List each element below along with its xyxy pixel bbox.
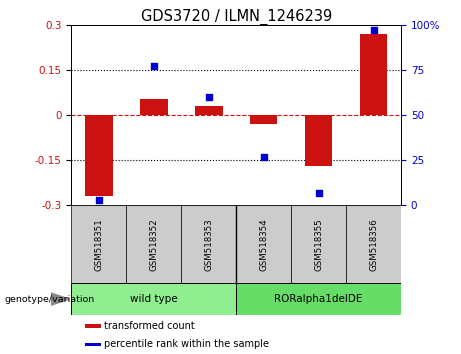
Text: GSM518356: GSM518356 bbox=[369, 218, 378, 271]
Text: GSM518354: GSM518354 bbox=[259, 218, 268, 271]
Text: genotype/variation: genotype/variation bbox=[5, 295, 95, 304]
Text: wild type: wild type bbox=[130, 294, 177, 304]
Point bbox=[370, 27, 377, 33]
Bar bbox=[126, 205, 181, 283]
Text: transformed count: transformed count bbox=[104, 321, 195, 331]
Bar bbox=[236, 283, 401, 315]
Bar bbox=[346, 205, 401, 283]
Bar bbox=[195, 106, 223, 115]
Bar bbox=[85, 343, 101, 346]
Text: RORalpha1delDE: RORalpha1delDE bbox=[274, 294, 363, 304]
Text: GSM518353: GSM518353 bbox=[204, 218, 213, 271]
Bar bbox=[71, 205, 126, 283]
Bar bbox=[360, 34, 387, 115]
Bar bbox=[85, 324, 101, 328]
Bar bbox=[181, 205, 236, 283]
Bar bbox=[140, 99, 168, 115]
Point bbox=[95, 197, 103, 203]
Point bbox=[260, 154, 267, 159]
Bar bbox=[71, 283, 236, 315]
Point bbox=[205, 94, 213, 100]
Bar bbox=[305, 115, 332, 166]
Point bbox=[150, 63, 158, 69]
Polygon shape bbox=[51, 293, 69, 305]
Text: GSM518355: GSM518355 bbox=[314, 218, 323, 271]
Bar bbox=[85, 115, 112, 196]
Text: GSM518351: GSM518351 bbox=[95, 218, 103, 271]
Point bbox=[315, 190, 322, 195]
Text: percentile rank within the sample: percentile rank within the sample bbox=[104, 339, 269, 349]
Title: GDS3720 / ILMN_1246239: GDS3720 / ILMN_1246239 bbox=[141, 8, 332, 25]
Text: GSM518352: GSM518352 bbox=[149, 218, 159, 271]
Bar bbox=[236, 205, 291, 283]
Bar bbox=[250, 115, 278, 124]
Bar bbox=[291, 205, 346, 283]
